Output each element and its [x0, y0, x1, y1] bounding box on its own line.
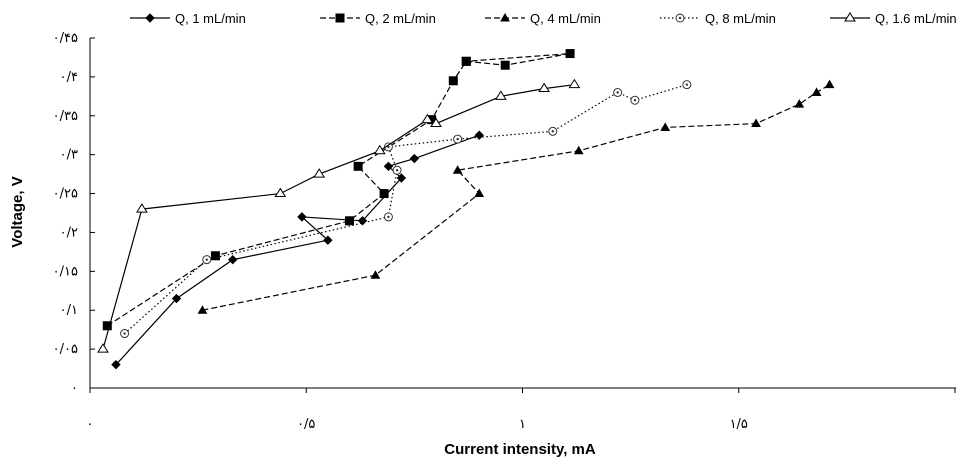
series-1	[111, 130, 484, 370]
plot-area	[97, 49, 835, 370]
data-point	[353, 161, 363, 171]
data-point	[430, 117, 442, 128]
data-point-center	[395, 169, 399, 172]
series-line	[115, 134, 480, 366]
data-point-center	[456, 137, 459, 141]
legend-marker	[335, 13, 345, 23]
legend-label: Q, 2 mL/min	[365, 11, 436, 26]
data-point	[573, 145, 584, 155]
data-point	[274, 187, 287, 198]
data-point	[197, 305, 208, 314]
data-point	[345, 216, 354, 226]
data-point	[297, 212, 307, 222]
y-tick-label: ٠/١۵	[53, 264, 78, 279]
data-point	[313, 168, 326, 178]
legend-label: Q, 8 mL/min	[705, 11, 776, 26]
data-point	[474, 188, 485, 198]
y-tick-label: ٠	[71, 381, 78, 396]
data-point	[538, 82, 551, 93]
y-tick-label: ٠/٠۵	[53, 342, 78, 357]
data-point	[660, 122, 671, 131]
axes: ٠ ٠/٠۵ ٠/١ ٠/١۵ ٠/٢ ٠/٢۵ ٠/٣ ٠/٣۵ ٠/۴ ٠/۴۵ ٠ ٠/۵ ١ ١…	[53, 31, 956, 432]
series-2	[102, 49, 575, 331]
data-point	[421, 113, 434, 124]
legend-marker	[844, 12, 856, 22]
data-point	[494, 90, 507, 100]
x-tick-label: ٠	[87, 417, 94, 432]
data-point	[323, 235, 333, 245]
legend-marker	[500, 12, 510, 22]
data-point	[228, 254, 238, 265]
data-point	[370, 270, 381, 279]
data-point	[379, 189, 389, 199]
y-tick-label: ٠/٢	[60, 225, 78, 240]
legend: Q, 1 mL/min Q, 2 mL/min Q, 4 mL/min Q, 8 mL…	[130, 11, 956, 26]
y-tick-label: ٠/١	[60, 303, 78, 318]
legend-item: Q, 4 mL/min	[485, 11, 601, 26]
data-point	[135, 203, 148, 213]
data-point	[500, 60, 510, 70]
data-point	[751, 118, 761, 128]
x-tick-label: ٠/۵	[297, 417, 315, 432]
data-point	[448, 76, 458, 86]
legend-label: Q, 1 mL/min	[175, 11, 246, 26]
data-point-center	[387, 145, 390, 149]
x-axis-title: Current intensity, mA	[444, 441, 596, 458]
series-line	[124, 84, 687, 335]
data-point-center	[123, 332, 126, 335]
data-point-center	[551, 130, 554, 133]
data-point	[97, 343, 109, 353]
data-point	[461, 56, 471, 66]
data-point	[383, 161, 394, 172]
data-point-center	[633, 99, 637, 102]
x-ticks: ٠ ٠/۵ ١ ١/۵	[87, 388, 956, 432]
data-point	[373, 144, 386, 155]
x-tick-label: ١	[519, 417, 526, 432]
legend-item: Q, 1.6 mL/min	[830, 11, 956, 26]
series-line	[202, 84, 830, 311]
data-point	[171, 293, 182, 304]
y-ticks: ٠ ٠/٠۵ ٠/١ ٠/١۵ ٠/٢ ٠/٢۵ ٠/٣ ٠/٣۵ ٠/۴ ٠/۴۵	[53, 31, 95, 396]
legend-marker-center	[678, 16, 682, 20]
data-point	[409, 153, 420, 164]
legend-marker	[145, 13, 155, 23]
data-point-center	[685, 83, 689, 86]
data-point	[396, 173, 407, 183]
data-point	[811, 87, 822, 96]
data-point-center	[387, 215, 390, 219]
data-point	[474, 130, 484, 140]
legend-label: Q, 4 mL/min	[530, 11, 601, 26]
data-point	[824, 79, 835, 89]
legend-label: Q, 1.6 mL/min	[875, 11, 956, 26]
series-5	[97, 78, 581, 353]
series-line	[102, 84, 575, 350]
x-tick-label: ١/۵	[730, 417, 748, 432]
series-3	[197, 79, 835, 314]
legend-item: Q, 2 mL/min	[320, 11, 436, 26]
data-point	[568, 78, 581, 89]
data-point-center	[616, 91, 619, 94]
series-4	[120, 80, 692, 339]
data-point-center	[205, 258, 208, 261]
y-tick-label: ٠/٢۵	[53, 187, 78, 202]
data-point	[210, 251, 220, 261]
data-point	[102, 321, 112, 331]
data-point	[111, 359, 121, 370]
y-tick-label: ٠/۴	[60, 70, 78, 85]
data-point	[452, 165, 463, 174]
y-tick-label: ٠/٣۵	[53, 109, 78, 124]
data-point	[794, 99, 805, 108]
data-point	[565, 49, 575, 59]
y-axis-title: Voltage, V	[9, 176, 26, 247]
legend-item: Q, 8 mL/min	[660, 11, 776, 26]
y-tick-label: ٠/٣	[60, 148, 78, 163]
legend-item: Q, 1 mL/min	[130, 11, 246, 26]
y-tick-label: ٠/۴۵	[53, 31, 78, 46]
